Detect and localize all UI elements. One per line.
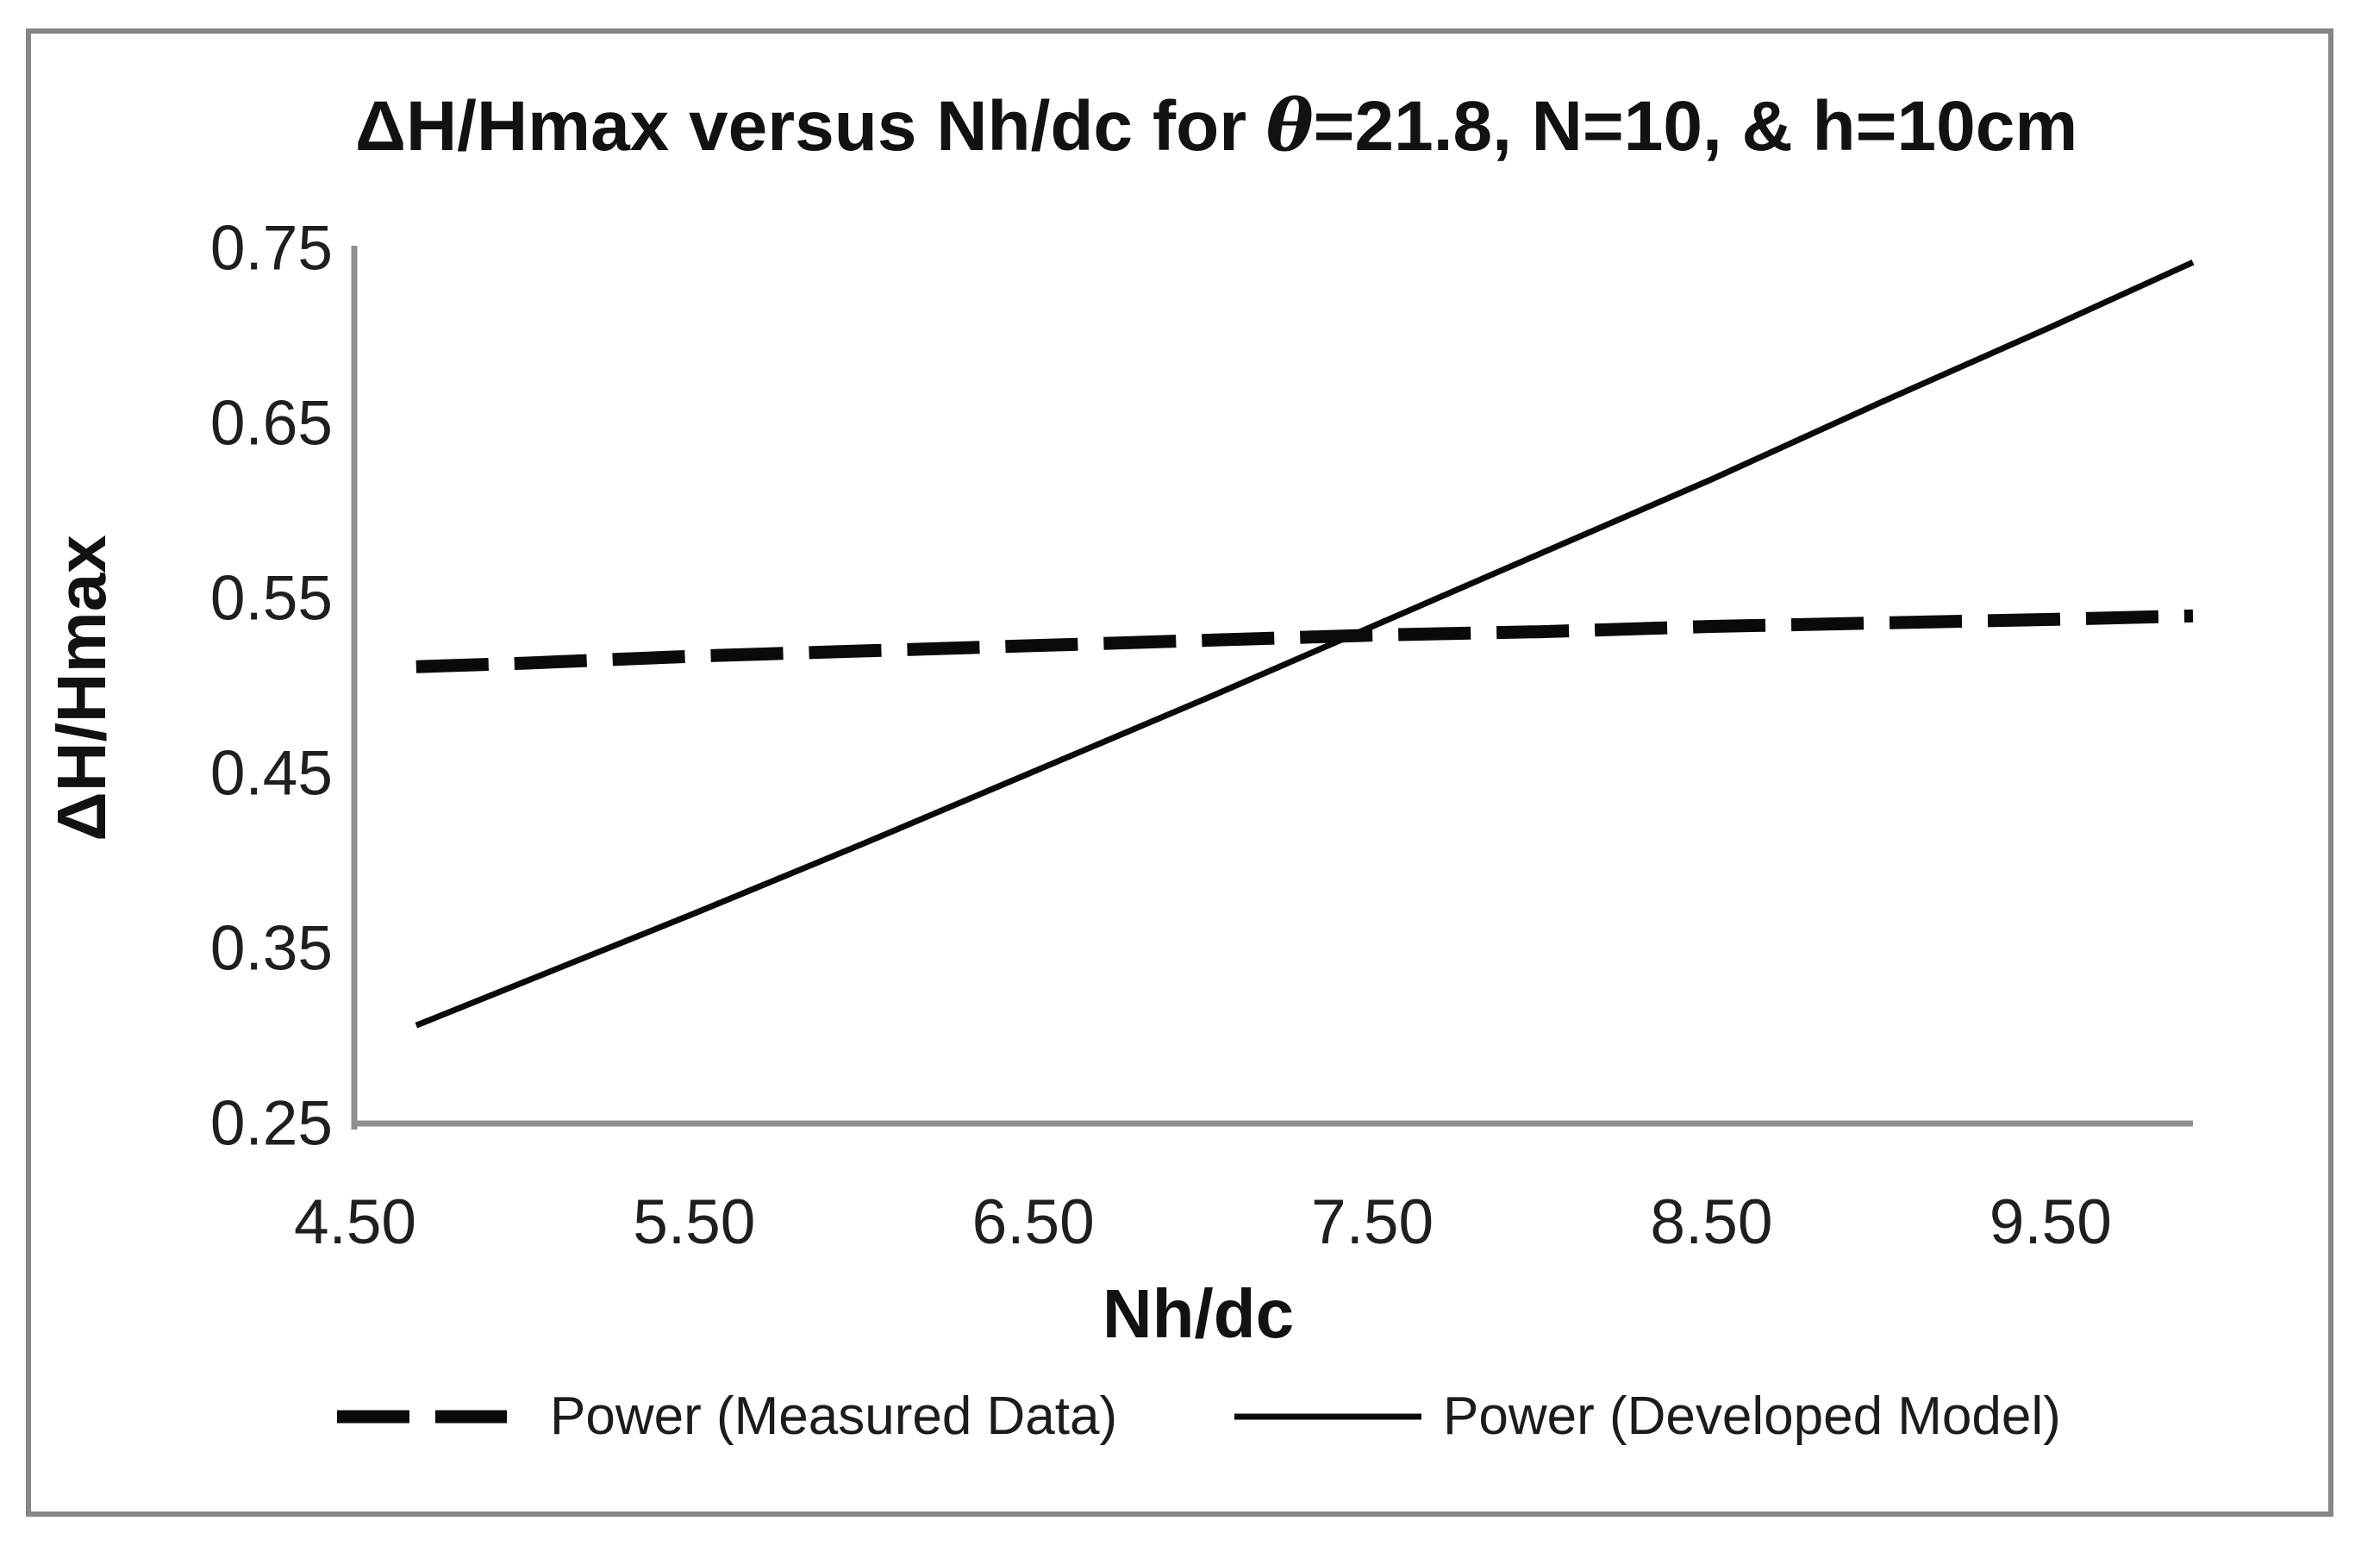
x-tick-label: 5.50 [633, 1187, 756, 1257]
legend-label-measured-data: Power (Measured Data) [550, 1386, 1118, 1446]
x-tick-label: 9.50 [1989, 1187, 2112, 1257]
y-tick-label: 0.35 [209, 913, 333, 984]
y-tick-label: 0.45 [209, 738, 333, 809]
chart-title: ΔH/Hmax versus Nh/dc for θ=21.8, N=10, &… [355, 84, 2077, 167]
x-tick-label: 4.50 [293, 1187, 417, 1257]
x-tick-label: 7.50 [1311, 1187, 1434, 1257]
x-tick-label: 6.50 [971, 1187, 1095, 1257]
y-tick-label: 0.55 [209, 563, 333, 634]
y-tick-label: 0.75 [209, 213, 333, 284]
y-tick-label: 0.65 [209, 388, 333, 459]
y-tick-label: 0.25 [209, 1088, 333, 1159]
chart-title-prefix: ΔH/Hmax versus Nh/dc for [355, 87, 1266, 166]
x-axis-title: Nh/dc [1102, 1275, 1295, 1352]
series-line-measured-data [415, 609, 2194, 673]
x-tick-label: 8.50 [1650, 1187, 1773, 1257]
chart-outer-border [26, 28, 2333, 1517]
chart-title-suffix: =21.8, N=10, & h=10cm [1313, 87, 2078, 166]
plot-area [355, 248, 2193, 1124]
chart-title-theta-symbol: θ [1265, 84, 1314, 167]
legend-label-developed-model: Power (Developed Model) [1443, 1386, 2061, 1446]
series-line-developed-model [415, 260, 2195, 1029]
